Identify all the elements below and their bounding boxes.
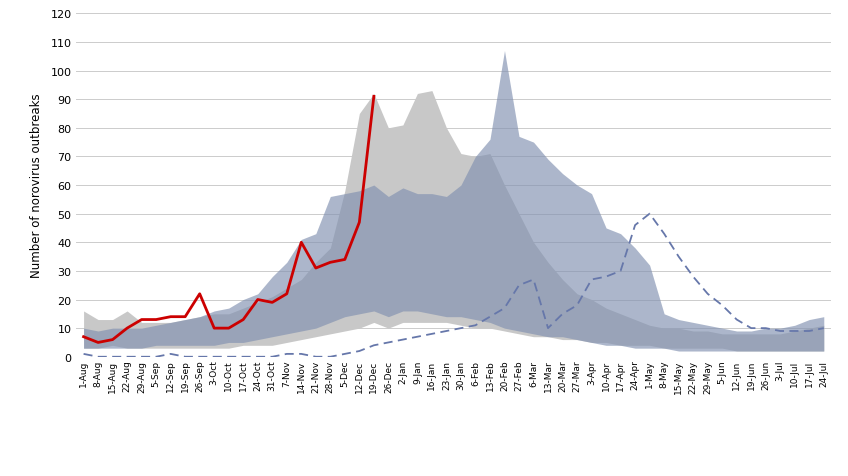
2020-21 [818, 326, 828, 331]
2024-25 [79, 334, 89, 340]
2020-21 [485, 314, 495, 320]
Y-axis label: Number of norovirus outbreaks: Number of norovirus outbreaks [31, 93, 43, 278]
Line: 2020-21: 2020-21 [84, 214, 823, 357]
2020-21 [644, 211, 655, 217]
2024-25 [137, 317, 147, 323]
2020-21 [543, 326, 553, 331]
Line: 2024-25: 2024-25 [84, 97, 374, 343]
2020-21 [354, 348, 365, 354]
2020-21 [79, 351, 89, 357]
2024-25 [340, 257, 350, 263]
2020-21 [151, 354, 161, 360]
2020-21 [441, 328, 451, 334]
2020-21 [93, 354, 103, 360]
2020-21 [572, 303, 582, 308]
